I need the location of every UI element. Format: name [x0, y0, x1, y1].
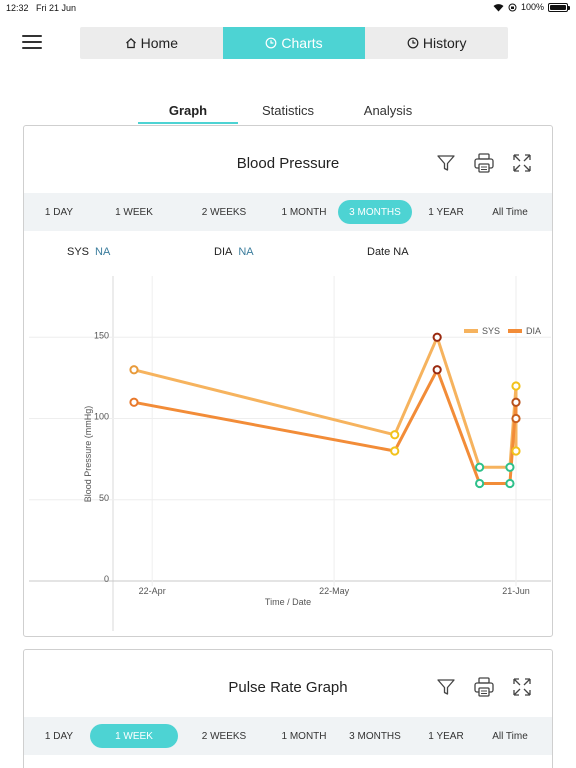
tab-history-label: History	[422, 35, 467, 51]
dia-value: NA	[238, 246, 254, 258]
y-tick-label: 100	[94, 412, 109, 422]
main-nav-tabs: Home Charts History	[80, 27, 508, 59]
y-tick-label: 150	[94, 330, 109, 340]
tab-statistics[interactable]: Statistics	[261, 102, 314, 118]
range-all-time[interactable]: All Time	[492, 730, 528, 742]
filter-icon[interactable]	[434, 675, 458, 699]
tab-home-label: Home	[140, 35, 179, 51]
battery-icon	[548, 2, 570, 12]
range-3-months[interactable]: 3 MONTHS	[338, 200, 412, 224]
bp-chart-svg: 0 50 100 150 22-Apr 22-May 21-Jun Time / Date Bl…	[29, 276, 551, 631]
range-1-week[interactable]: 1 WEEK	[115, 206, 153, 218]
menu-icon[interactable]	[22, 35, 42, 51]
data-point-dia	[511, 397, 521, 407]
range-3-months[interactable]: 3 MONTHS	[349, 730, 401, 742]
print-icon[interactable]	[472, 675, 496, 699]
blood-pressure-card: Blood Pressure 1 DAY 1 WEEK 2 WEEKS 1 MO…	[23, 125, 553, 637]
pulse-time-range-selector: 1 DAY 1 WEEK 2 WEEKS 1 MONTH 3 MONTHS 1 …	[24, 717, 552, 755]
range-2-weeks[interactable]: 2 WEEKS	[201, 730, 247, 742]
data-point-sys	[129, 365, 139, 375]
tab-analysis[interactable]: Analysis	[363, 102, 413, 118]
filter-icon[interactable]	[434, 151, 458, 175]
x-tick-label: 22-Apr	[139, 586, 166, 596]
series-line-sys	[133, 335, 518, 469]
tab-home[interactable]: Home	[80, 27, 223, 59]
tab-charts-label: Charts	[281, 35, 323, 51]
tab-graph[interactable]: Graph	[168, 102, 208, 118]
range-1-year[interactable]: 1 YEAR	[428, 730, 464, 742]
data-point-dia	[129, 397, 139, 407]
sys-label: SYS	[67, 246, 90, 258]
legend-label-sys: SYS	[482, 326, 500, 336]
expand-icon[interactable]	[510, 151, 534, 175]
range-1-year[interactable]: 1 YEAR	[428, 206, 464, 218]
sys-readout: SYS NA	[67, 246, 110, 258]
status-indicators: 100%	[493, 2, 570, 12]
card-actions	[434, 151, 534, 175]
data-point-dia	[505, 478, 515, 489]
blood-pressure-chart: 0 50 100 150 22-Apr 22-May 21-Jun Time / Date Bl…	[24, 276, 551, 636]
data-point-sys	[511, 446, 521, 456]
x-axis-title: Time / Date	[265, 597, 311, 607]
range-1-week[interactable]: 1 WEEK	[90, 724, 178, 748]
data-point-sys	[432, 332, 442, 342]
print-icon[interactable]	[472, 151, 496, 175]
range-1-day[interactable]: 1 DAY	[44, 730, 74, 742]
status-bar: 12:32 Fri 21 Jun 100%	[0, 0, 576, 16]
y-axis-title: Blood Pressure (mmHg)	[83, 406, 93, 503]
pulse-card-actions	[434, 675, 534, 699]
battery-percent: 100%	[520, 2, 544, 12]
y-tick-label: 0	[104, 574, 109, 584]
active-tab-indicator	[138, 122, 238, 124]
data-point-sys	[475, 462, 485, 472]
home-icon	[125, 37, 136, 49]
range-1-month[interactable]: 1 MONTH	[281, 730, 327, 742]
data-point-sys	[505, 462, 515, 472]
dia-label: DIA	[214, 246, 233, 258]
series-line-dia	[133, 368, 518, 485]
status-time: 12:32	[6, 3, 29, 13]
legend-swatch-sys	[464, 329, 478, 333]
status-date: Fri 21 Jun	[36, 3, 77, 13]
data-point-dia	[475, 478, 485, 489]
range-1-day[interactable]: 1 DAY	[44, 206, 74, 218]
legend-label-dia: DIA	[526, 326, 541, 336]
y-tick-label: 50	[99, 493, 109, 503]
data-point-dia	[390, 446, 400, 456]
tab-charts[interactable]: Charts	[222, 27, 366, 59]
x-tick-label: 22-May	[319, 586, 350, 596]
dia-readout: DIA NA	[214, 246, 254, 258]
history-icon	[407, 37, 419, 49]
legend-swatch-dia	[508, 329, 522, 333]
tab-history[interactable]: History	[365, 27, 508, 59]
pulse-rate-card: Pulse Rate Graph 1 DAY 1 WEEK 2 WEEKS 1 …	[23, 649, 553, 768]
pulse-card-title: Pulse Rate Graph	[228, 679, 348, 696]
time-range-selector: 1 DAY 1 WEEK 2 WEEKS 1 MONTH 3 MONTHS 1 …	[24, 193, 552, 231]
data-point-sys	[390, 430, 400, 440]
range-all-time[interactable]: All Time	[492, 206, 528, 218]
clock-icon	[265, 37, 277, 49]
expand-icon[interactable]	[510, 675, 534, 699]
card-title: Blood Pressure	[236, 155, 340, 172]
sys-value: NA	[95, 246, 111, 258]
data-point-dia	[432, 365, 442, 375]
x-tick-label: 21-Jun	[502, 586, 530, 596]
wifi-icon	[493, 3, 504, 11]
orientation-lock-icon	[508, 3, 517, 11]
range-1-month[interactable]: 1 MONTH	[281, 206, 327, 218]
date-readout: Date NA	[367, 246, 409, 258]
data-point-sys	[511, 381, 521, 391]
range-2-weeks[interactable]: 2 WEEKS	[201, 206, 247, 218]
data-point-dia	[511, 413, 521, 424]
sub-tabs: Graph Statistics Analysis	[138, 96, 438, 124]
